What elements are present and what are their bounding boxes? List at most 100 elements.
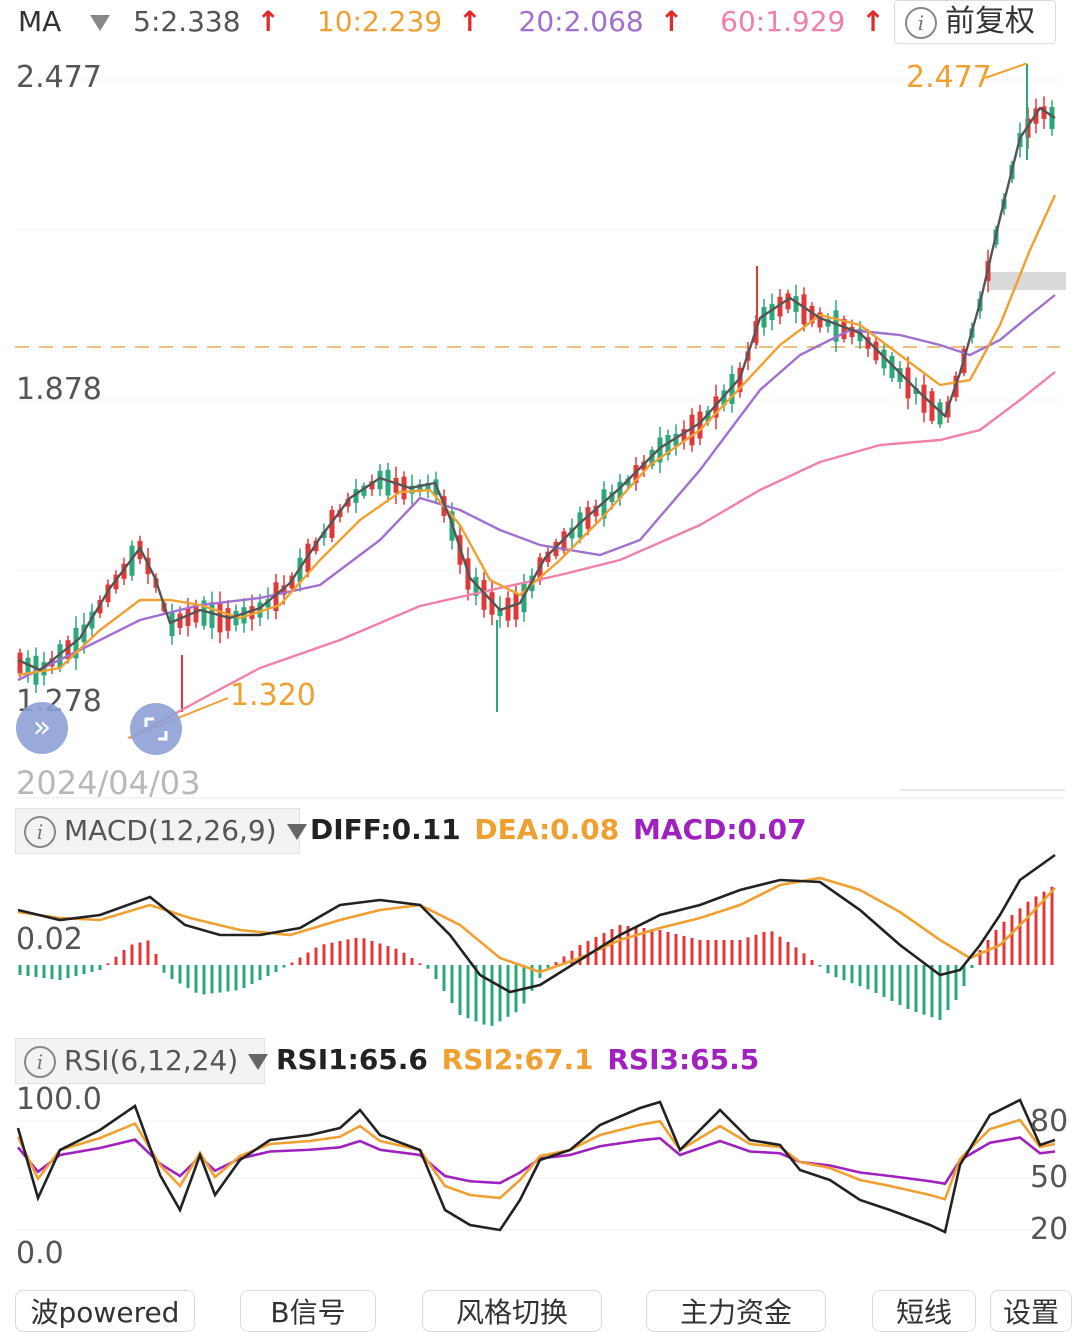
- rsi1-line: [16, 1098, 1056, 1234]
- rsi-axis-80: 80: [1030, 1104, 1069, 1139]
- ma20-line: [17, 294, 1056, 682]
- macd-bar: [138, 942, 142, 965]
- bottom-tab-2[interactable]: B信号: [240, 1290, 376, 1332]
- macd-bar: [234, 965, 238, 991]
- macd-bar: [322, 944, 326, 965]
- macd-bar: [1010, 915, 1014, 965]
- chevron-down-icon: [286, 824, 307, 840]
- macd-bar: [634, 927, 638, 965]
- candle-body: [649, 449, 655, 467]
- candle-body: [177, 613, 183, 628]
- candle-body: [225, 608, 231, 631]
- rsi-selector[interactable]: i RSI(6,12,24): [15, 1038, 269, 1084]
- candle-body: [665, 435, 671, 455]
- macd-bar: [314, 947, 318, 965]
- macd-bar: [154, 954, 158, 965]
- ma5-line: [17, 106, 1056, 672]
- rsi3-value: RSI3:65.5: [607, 1043, 760, 1076]
- low-price-annotation: 1.320: [230, 678, 316, 713]
- candle-body: [849, 326, 855, 338]
- macd-bar: [530, 965, 534, 991]
- fullscreen-button[interactable]: [130, 703, 182, 755]
- candle-body: [57, 644, 63, 668]
- double-chevron-right-icon: »: [32, 710, 52, 745]
- macd-bar: [402, 952, 406, 965]
- macd-bar: [906, 965, 910, 1009]
- candle-body: [817, 312, 823, 328]
- rsi3-line: [16, 1136, 1056, 1186]
- candle-body: [273, 582, 279, 612]
- candle-body: [497, 608, 503, 616]
- macd-bar: [1026, 901, 1030, 965]
- macd-bar: [554, 962, 558, 965]
- macd-bar: [410, 958, 414, 965]
- macd-bar: [114, 956, 118, 965]
- macd-bar: [970, 965, 974, 968]
- macd-bar: [738, 940, 742, 965]
- macd-bar: [282, 965, 286, 968]
- macd-bar: [690, 938, 694, 965]
- macd-bar: [434, 965, 438, 979]
- candle-body: [201, 600, 207, 626]
- candle-body: [545, 551, 551, 563]
- moving-average-lines: [17, 106, 1057, 740]
- macd-bar: [610, 929, 614, 965]
- candle-body: [713, 396, 719, 418]
- candle-body: [897, 368, 903, 382]
- candle-body: [689, 414, 695, 446]
- ma-label: MA: [18, 5, 62, 38]
- macd-bar: [786, 942, 790, 965]
- macd-selector[interactable]: i MACD(12,26,9): [15, 808, 307, 854]
- candle-body: [721, 390, 727, 406]
- bottom-tab-settings[interactable]: 设置: [990, 1290, 1072, 1332]
- macd-bar: [362, 938, 366, 965]
- ma-selector[interactable]: MA: [18, 5, 119, 38]
- ma20-value: 20:2.068 ↑: [518, 5, 684, 38]
- price-adjust-button[interactable]: i 前复权: [894, 0, 1056, 44]
- candle-body: [761, 307, 767, 328]
- macd-bar: [354, 937, 358, 965]
- macd-bar: [842, 965, 846, 981]
- bottom-tab-5[interactable]: 短线: [872, 1290, 976, 1332]
- price-axis-top: 2.477: [16, 60, 102, 95]
- macd-bar: [18, 965, 22, 975]
- candle-body: [489, 592, 495, 615]
- macd-bar: [722, 940, 726, 965]
- macd-bar: [298, 957, 302, 965]
- chevron-down-icon: [90, 15, 111, 31]
- info-icon: i: [905, 6, 937, 39]
- macd-bar: [338, 941, 342, 965]
- candle-body: [937, 402, 943, 425]
- macd-bar: [882, 965, 886, 997]
- expand-panel-button[interactable]: »: [16, 702, 68, 754]
- macd-diff-value: DIFF:0.11: [310, 813, 461, 846]
- rsi-values: RSI1:65.6 RSI2:67.1 RSI3:65.5: [276, 1038, 759, 1082]
- chevron-down-icon: [248, 1054, 269, 1070]
- bottom-tab-1[interactable]: 波powered: [15, 1290, 195, 1332]
- macd-bar: [1018, 908, 1022, 965]
- candle-body: [825, 319, 831, 327]
- candle-body: [209, 602, 215, 629]
- macd-bar: [578, 945, 582, 965]
- macd-bar: [162, 965, 166, 973]
- macd-bar: [642, 928, 646, 965]
- macd-bar: [394, 948, 398, 965]
- macd-bar: [946, 965, 950, 1010]
- candle-body: [841, 318, 847, 340]
- candle-body: [401, 476, 407, 500]
- macd-bar: [794, 947, 798, 965]
- macd-bar: [50, 965, 54, 979]
- bottom-tab-3[interactable]: 风格切换: [422, 1290, 602, 1332]
- bottom-tab-4[interactable]: 主力资金: [646, 1290, 826, 1332]
- candle-body: [513, 593, 519, 620]
- candle-body: [553, 541, 559, 557]
- candle-body: [169, 612, 175, 636]
- macd-bar: [874, 965, 878, 993]
- rsi2-value: RSI2:67.1: [441, 1043, 594, 1076]
- rsi-lines: [16, 1098, 1056, 1234]
- price-axis-mid: 1.878: [16, 372, 102, 407]
- rsi-axis-20: 20: [1030, 1212, 1069, 1247]
- macd-bar: [258, 965, 262, 980]
- macd-macd-value: MACD:0.07: [633, 813, 807, 846]
